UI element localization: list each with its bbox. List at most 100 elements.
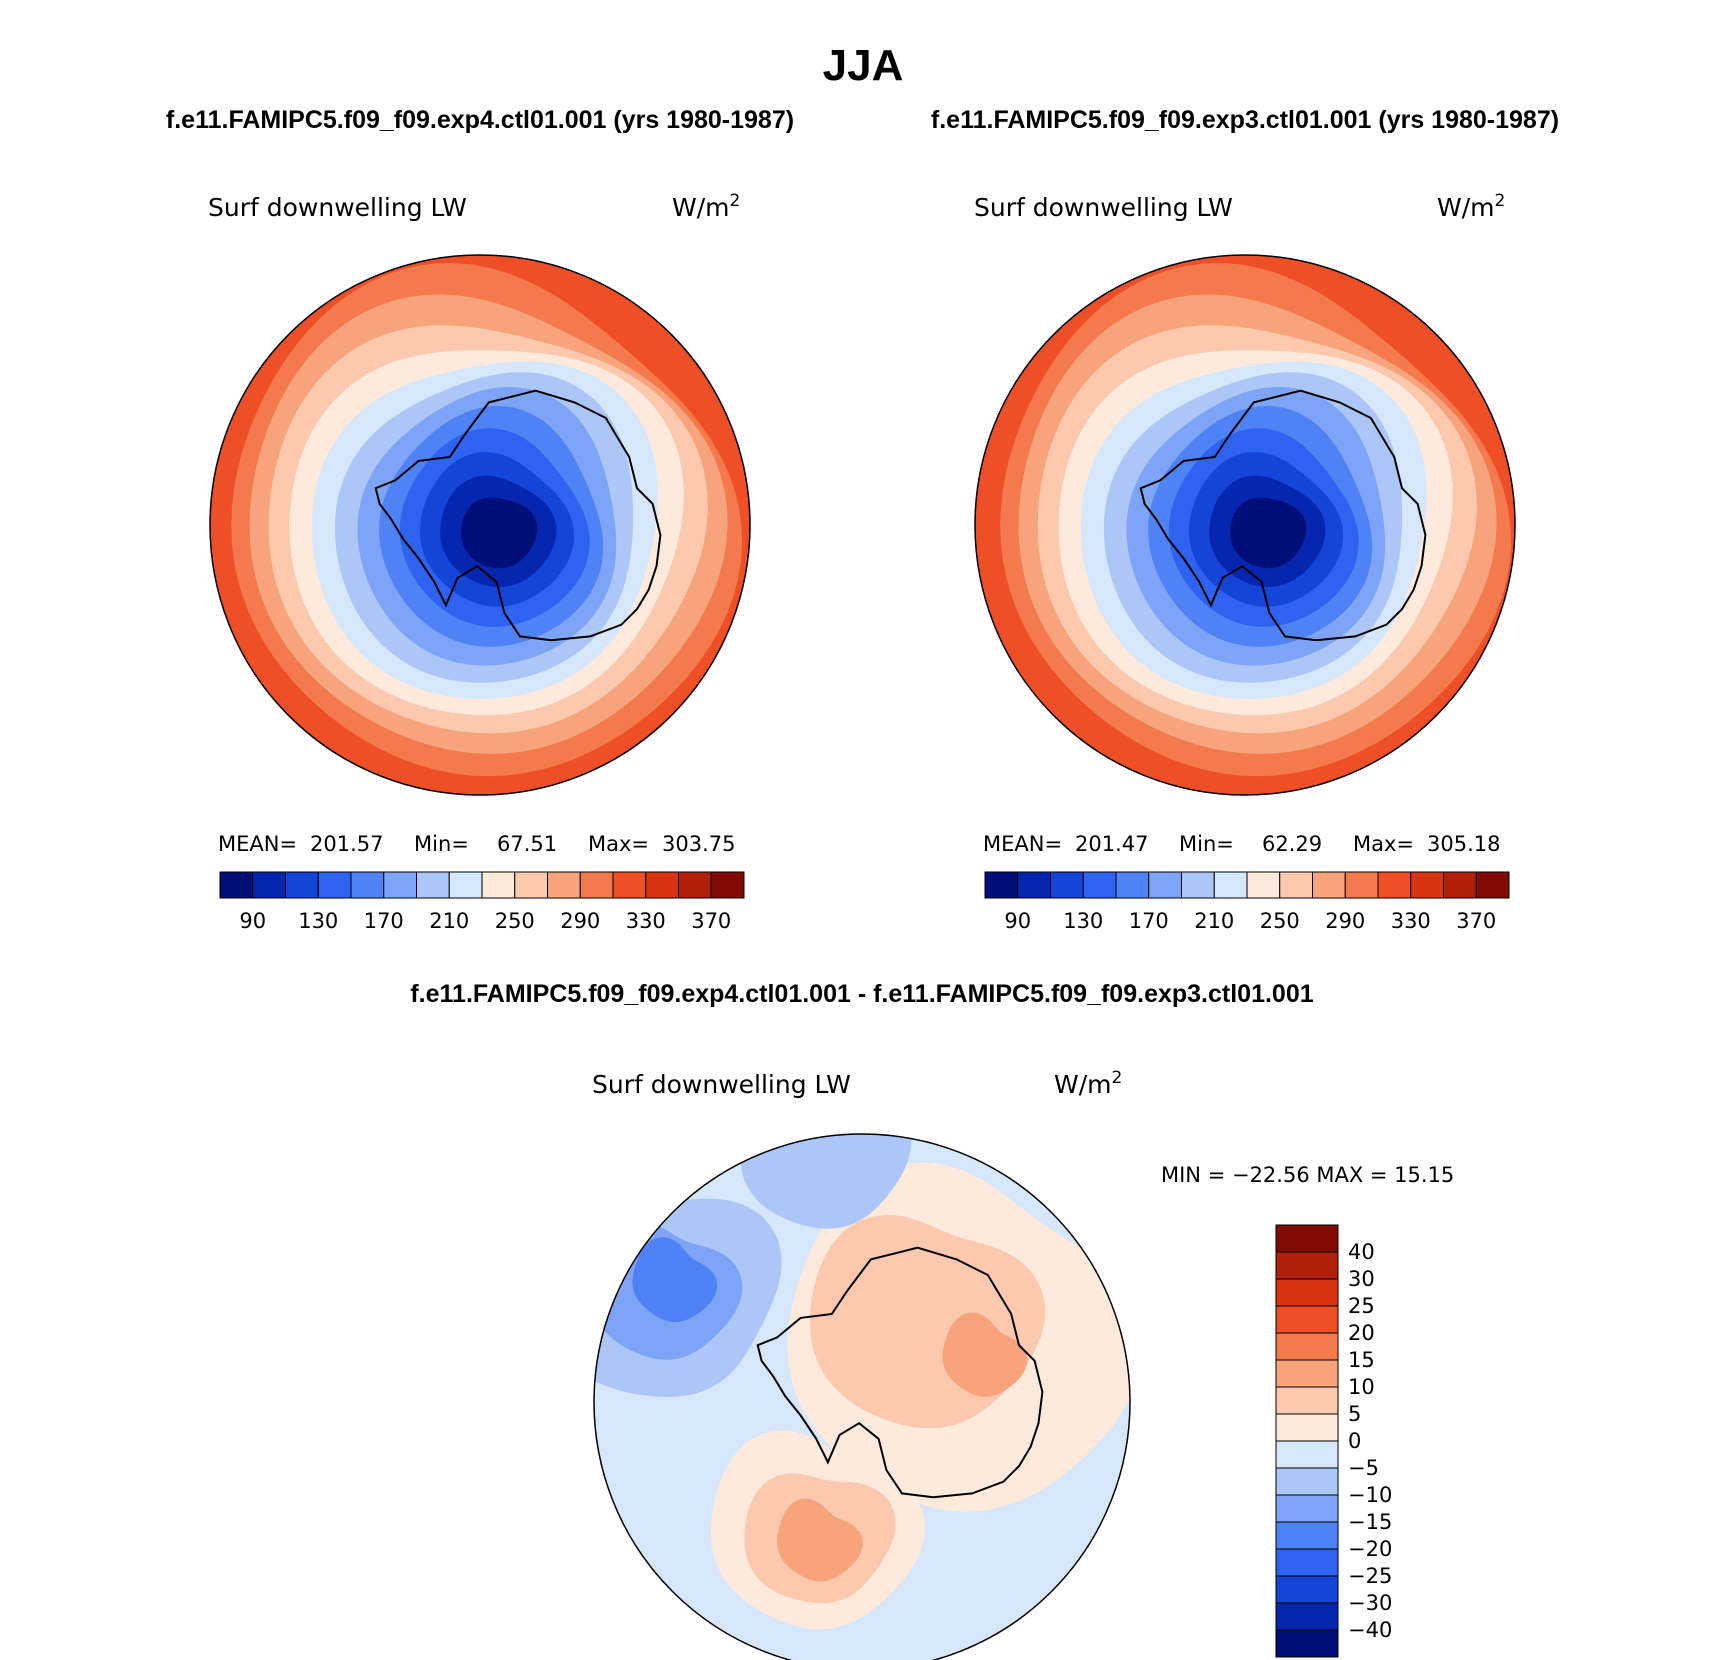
colorbar-box <box>1275 1602 1339 1631</box>
colorbar-tick-label: 290 <box>560 909 600 933</box>
left-min-value: 67.51 <box>497 832 557 856</box>
colorbar-tick-label: 290 <box>1325 909 1365 933</box>
colorbar-box <box>1275 1332 1339 1361</box>
right-min-value: 62.29 <box>1262 832 1322 856</box>
colorbar-box <box>285 871 319 899</box>
colorbar-box <box>1275 1629 1339 1658</box>
colorbar-box <box>710 871 745 899</box>
left-max-label: Max= <box>588 832 649 856</box>
positive-region <box>942 1312 1028 1397</box>
colorbar-box <box>1213 871 1248 899</box>
right-min-label: Min= <box>1179 832 1234 856</box>
colorbar-box <box>383 871 417 899</box>
continent-outline <box>374 389 662 642</box>
colorbar-box <box>481 871 516 899</box>
map-border <box>974 254 1516 796</box>
colorbar-box <box>1344 871 1379 899</box>
right-max-label: Max= <box>1353 832 1414 856</box>
colorbar-tick-label: −30 <box>1348 1591 1392 1615</box>
colorbar-box <box>448 871 483 899</box>
colorbar-tick-label: 170 <box>1129 909 1169 933</box>
colorbar-box <box>1275 1224 1339 1253</box>
colorbar-tick-label: −25 <box>1348 1564 1392 1588</box>
colorbar-tick-label: −10 <box>1348 1483 1392 1507</box>
right-stats: MEAN= 201.47 Min= 62.29 Max= 305.18 <box>983 832 1500 856</box>
colorbar-box <box>1475 871 1510 899</box>
left-min-label: Min= <box>414 832 469 856</box>
colorbar-box <box>252 871 286 899</box>
right-max-value: 305.18 <box>1427 832 1500 856</box>
colorbar-box <box>1279 871 1313 899</box>
colorbar-tick-label: 20 <box>1348 1321 1375 1345</box>
colorbar-box <box>612 871 647 899</box>
colorbar-box <box>1275 1278 1339 1307</box>
colorbar-box <box>579 871 614 899</box>
colorbar-tick-label: 130 <box>1063 909 1103 933</box>
colorbar-box <box>514 871 548 899</box>
colorbar-tick-label: 250 <box>1260 909 1300 933</box>
colorbar-tick-label: 5 <box>1348 1402 1361 1426</box>
left-case-title: f.e11.FAMIPC5.f09_f09.exp4.ctl01.001 (yr… <box>166 106 794 134</box>
map-border <box>209 254 751 796</box>
contour-band <box>461 497 538 569</box>
left-mean-label: MEAN= <box>218 832 297 856</box>
colorbar-box <box>1275 1575 1339 1604</box>
contour-band <box>1230 497 1307 569</box>
map-fill <box>975 255 1515 795</box>
colorbar-box <box>1148 871 1182 899</box>
colorbar-tick-label: 210 <box>1194 909 1234 933</box>
diff-case-title: f.e11.FAMIPC5.f09_f09.exp4.ctl01.001 - f… <box>410 980 1313 1008</box>
left-units-label: W/m2 <box>672 191 740 222</box>
colorbar-tick-label: 0 <box>1348 1429 1361 1453</box>
colorbar-tick-label: −20 <box>1348 1537 1392 1561</box>
right-mean-label: MEAN= <box>983 832 1062 856</box>
right-polar-map <box>974 254 1516 796</box>
colorbar-box <box>1377 871 1412 899</box>
colorbar-box <box>1181 871 1215 899</box>
positive-region <box>777 1498 863 1582</box>
figure-title: JJA <box>823 41 904 90</box>
right-colorbar: 90 130 170 210 250 290 330 370 <box>984 871 1510 933</box>
colorbar-box <box>1275 1548 1339 1577</box>
colorbar-tick-label: 90 <box>239 909 266 933</box>
colorbar-box <box>1275 1494 1339 1523</box>
colorbar-box <box>1275 1413 1339 1442</box>
colorbar-tick-label: −40 <box>1348 1618 1392 1642</box>
colorbar-box <box>1275 1251 1339 1280</box>
colorbar-box <box>1275 1521 1339 1550</box>
colorbar-box <box>1312 871 1346 899</box>
left-max-value: 303.75 <box>662 832 735 856</box>
colorbar-box <box>984 871 1019 899</box>
left-polar-map <box>209 254 751 796</box>
colorbar-tick-label: 330 <box>626 909 666 933</box>
colorbar-tick-label: 370 <box>1456 909 1496 933</box>
negative-region <box>739 1134 912 1229</box>
right-variable-label: Surf downwelling LW <box>974 193 1233 222</box>
colorbar-box <box>1410 871 1444 899</box>
colorbar-box <box>1082 871 1117 899</box>
diff-colorbar: 40 30 25 20 15 10 5 0 −5 −10 −15 −20 −25 −30 −40 <box>1275 1224 1392 1658</box>
colorbar-box <box>1017 871 1051 899</box>
right-mean-value: 201.47 <box>1075 832 1148 856</box>
diff-variable-label: Surf downwelling LW <box>592 1070 851 1099</box>
colorbar-tick-label: 210 <box>429 909 469 933</box>
colorbar-tick-label: 25 <box>1348 1294 1375 1318</box>
right-case-title: f.e11.FAMIPC5.f09_f09.exp3.ctl01.001 (yr… <box>931 106 1559 134</box>
colorbar-box <box>547 871 581 899</box>
continent-outline <box>1139 389 1427 642</box>
negative-region <box>632 1237 718 1323</box>
colorbar-box <box>1115 871 1150 899</box>
colorbar-tick-label: 30 <box>1348 1267 1375 1291</box>
colorbar-tick-label: 15 <box>1348 1348 1375 1372</box>
colorbar-box <box>1050 871 1084 899</box>
diff-units-label: W/m2 <box>1054 1068 1122 1099</box>
colorbar-box <box>416 871 450 899</box>
colorbar-tick-label: 90 <box>1004 909 1031 933</box>
colorbar-tick-label: 10 <box>1348 1375 1375 1399</box>
colorbar-tick-label: 170 <box>364 909 404 933</box>
diff-minmax: MIN = −22.56 MAX = 15.15 <box>1161 1163 1454 1187</box>
colorbar-box <box>350 871 385 899</box>
left-colorbar: 90 130 170 210 250 290 330 370 <box>219 871 745 933</box>
map-fill <box>594 1134 1130 1660</box>
